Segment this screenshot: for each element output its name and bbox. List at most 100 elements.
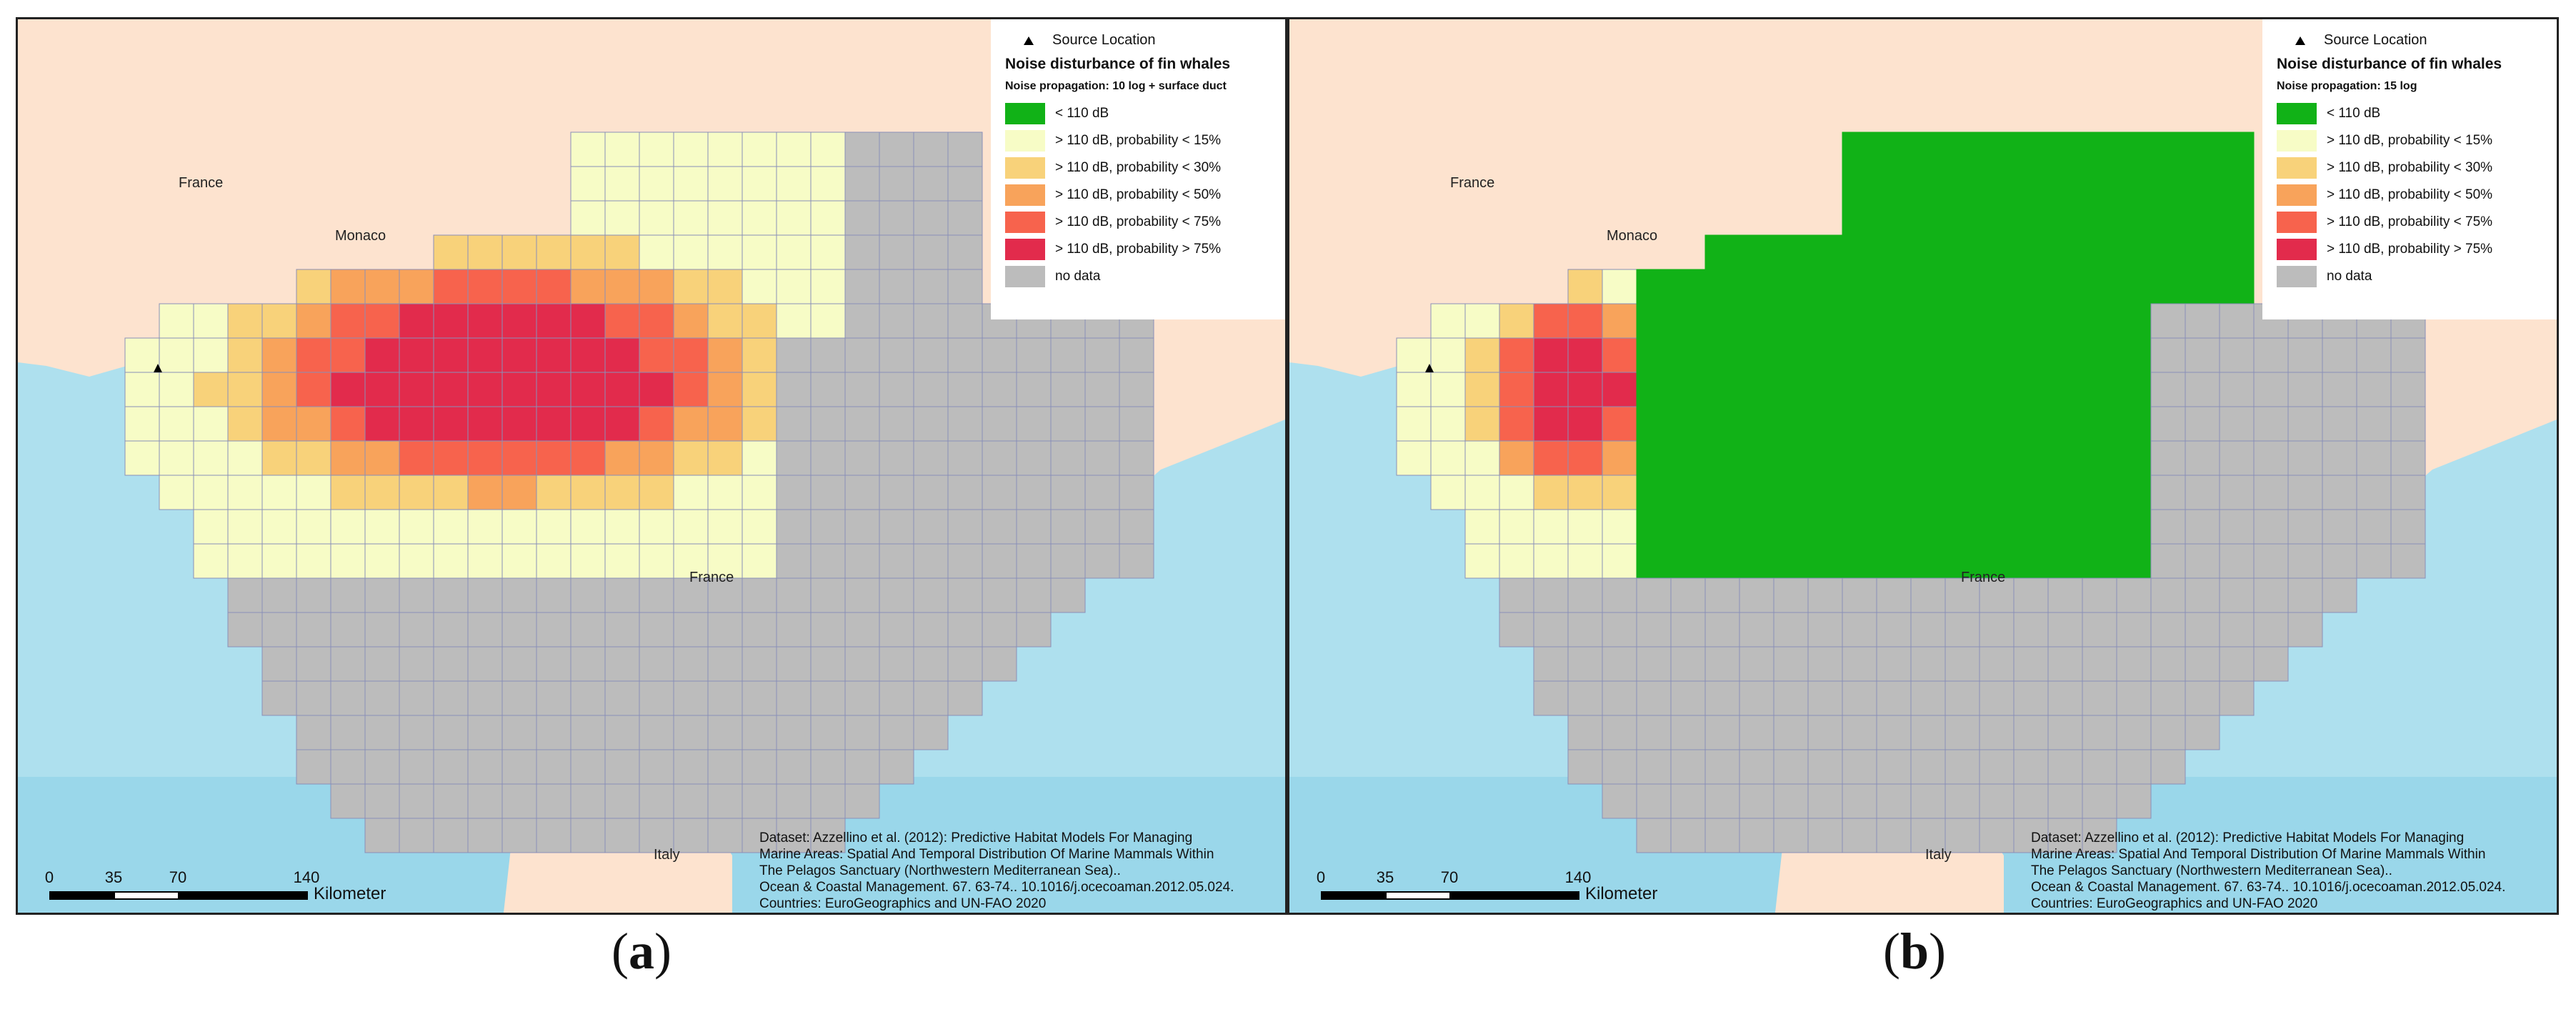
grid-cell xyxy=(227,372,263,407)
grid-cell xyxy=(1636,818,1672,853)
grid-cell xyxy=(2013,543,2049,579)
grid-cell xyxy=(2185,132,2220,167)
legend-swatch xyxy=(2277,157,2317,179)
legend-swatch xyxy=(1005,239,1045,260)
grid-cell xyxy=(2150,440,2186,476)
grid-cell xyxy=(776,818,812,853)
caption-b: (b) xyxy=(1883,923,1947,980)
grid-cell xyxy=(193,303,229,339)
grid-cell xyxy=(2047,132,2083,167)
grid-cell xyxy=(1739,509,1774,545)
grid-cells-b xyxy=(1396,132,2426,853)
grid-cell xyxy=(1084,406,1120,442)
grid-cell xyxy=(673,646,709,682)
grid-cell xyxy=(776,577,812,613)
grid-cell xyxy=(1464,475,1500,510)
grid-cell xyxy=(2013,337,2049,373)
grid-cell xyxy=(501,372,537,407)
grid-cell xyxy=(2219,475,2255,510)
grid-cell xyxy=(1396,406,1432,442)
grid-cell xyxy=(296,577,331,613)
grid-cell xyxy=(2219,200,2255,236)
grid-cell xyxy=(1670,715,1706,750)
grid-cell xyxy=(296,612,331,648)
grid-cell xyxy=(810,646,846,682)
grid-cell xyxy=(1979,440,2015,476)
grid-cell xyxy=(1979,372,2015,407)
grid-cell xyxy=(810,509,846,545)
grid-cell xyxy=(2356,509,2392,545)
grid-cell xyxy=(570,440,606,476)
grid-cell xyxy=(2116,646,2152,682)
source-marker-b xyxy=(1425,364,1434,372)
scale-tick: 70 xyxy=(169,868,187,886)
grid-cell xyxy=(1739,749,1774,785)
grid-cell xyxy=(1807,372,1843,407)
grid-cell xyxy=(501,680,537,716)
grid-cell xyxy=(604,303,640,339)
grid-cell xyxy=(1396,337,1432,373)
label-italy: Italy xyxy=(654,847,680,863)
grid-cell xyxy=(227,337,263,373)
grid-cell xyxy=(2150,337,2186,373)
grid-cell xyxy=(433,372,469,407)
grid-cell xyxy=(2185,200,2220,236)
grid-cell xyxy=(1807,749,1843,785)
map-panel-a: France Monaco France Italy Source Locati… xyxy=(16,17,1287,915)
grid-cell xyxy=(810,200,846,236)
grid-cell xyxy=(2185,234,2220,270)
grid-cell xyxy=(1636,715,1672,750)
grid-cell xyxy=(776,509,812,545)
grid-cell xyxy=(433,577,469,613)
grid-cell xyxy=(913,200,949,236)
grid-cell xyxy=(536,303,571,339)
grid-cell xyxy=(604,749,640,785)
grid-cell xyxy=(1704,543,1740,579)
grid-cell xyxy=(1842,680,1877,716)
grid-cell xyxy=(2013,234,2049,270)
grid-cell xyxy=(2013,818,2049,853)
grid-cell xyxy=(639,680,674,716)
grid-cell xyxy=(2287,372,2323,407)
grid-cell xyxy=(2047,475,2083,510)
grid-cell xyxy=(1602,543,1637,579)
grid-cell xyxy=(1910,372,1946,407)
grid-cell xyxy=(1499,509,1534,545)
grid-cell xyxy=(639,577,674,613)
grid-cell xyxy=(467,440,503,476)
grid-cell xyxy=(1396,440,1432,476)
grid-cell xyxy=(1016,440,1052,476)
legend-swatch xyxy=(2277,239,2317,260)
grid-cell xyxy=(501,406,537,442)
grid-cell xyxy=(570,509,606,545)
grid-cell xyxy=(1739,337,1774,373)
grid-cell xyxy=(296,406,331,442)
grid-cell xyxy=(1567,715,1603,750)
grid-cell xyxy=(536,818,571,853)
grid-cell xyxy=(1842,234,1877,270)
grid-cell xyxy=(2082,440,2117,476)
grid-cell xyxy=(1533,372,1569,407)
scale-segment xyxy=(1321,891,1387,900)
grid-cell xyxy=(2287,543,2323,579)
grid-cell xyxy=(1842,577,1877,613)
grid-cell xyxy=(501,509,537,545)
legend-item: > 110 dB, probability < 30% xyxy=(1005,154,1271,182)
grid-cell xyxy=(193,372,229,407)
grid-cell xyxy=(879,200,914,236)
grid-cell xyxy=(1704,406,1740,442)
grid-cell xyxy=(1876,612,1912,648)
grid-cell xyxy=(844,646,880,682)
grid-cell xyxy=(124,372,160,407)
grid-cell xyxy=(1773,577,1809,613)
grid-cell xyxy=(810,543,846,579)
grid-cell xyxy=(673,577,709,613)
grid-cell xyxy=(844,200,880,236)
grid-cell xyxy=(2013,783,2049,819)
grid-cell xyxy=(1842,440,1877,476)
grid-cell xyxy=(1567,509,1603,545)
grid-cell xyxy=(1945,440,1980,476)
grid-cell xyxy=(1567,440,1603,476)
grid-cell xyxy=(2013,680,2049,716)
grid-cell xyxy=(776,440,812,476)
